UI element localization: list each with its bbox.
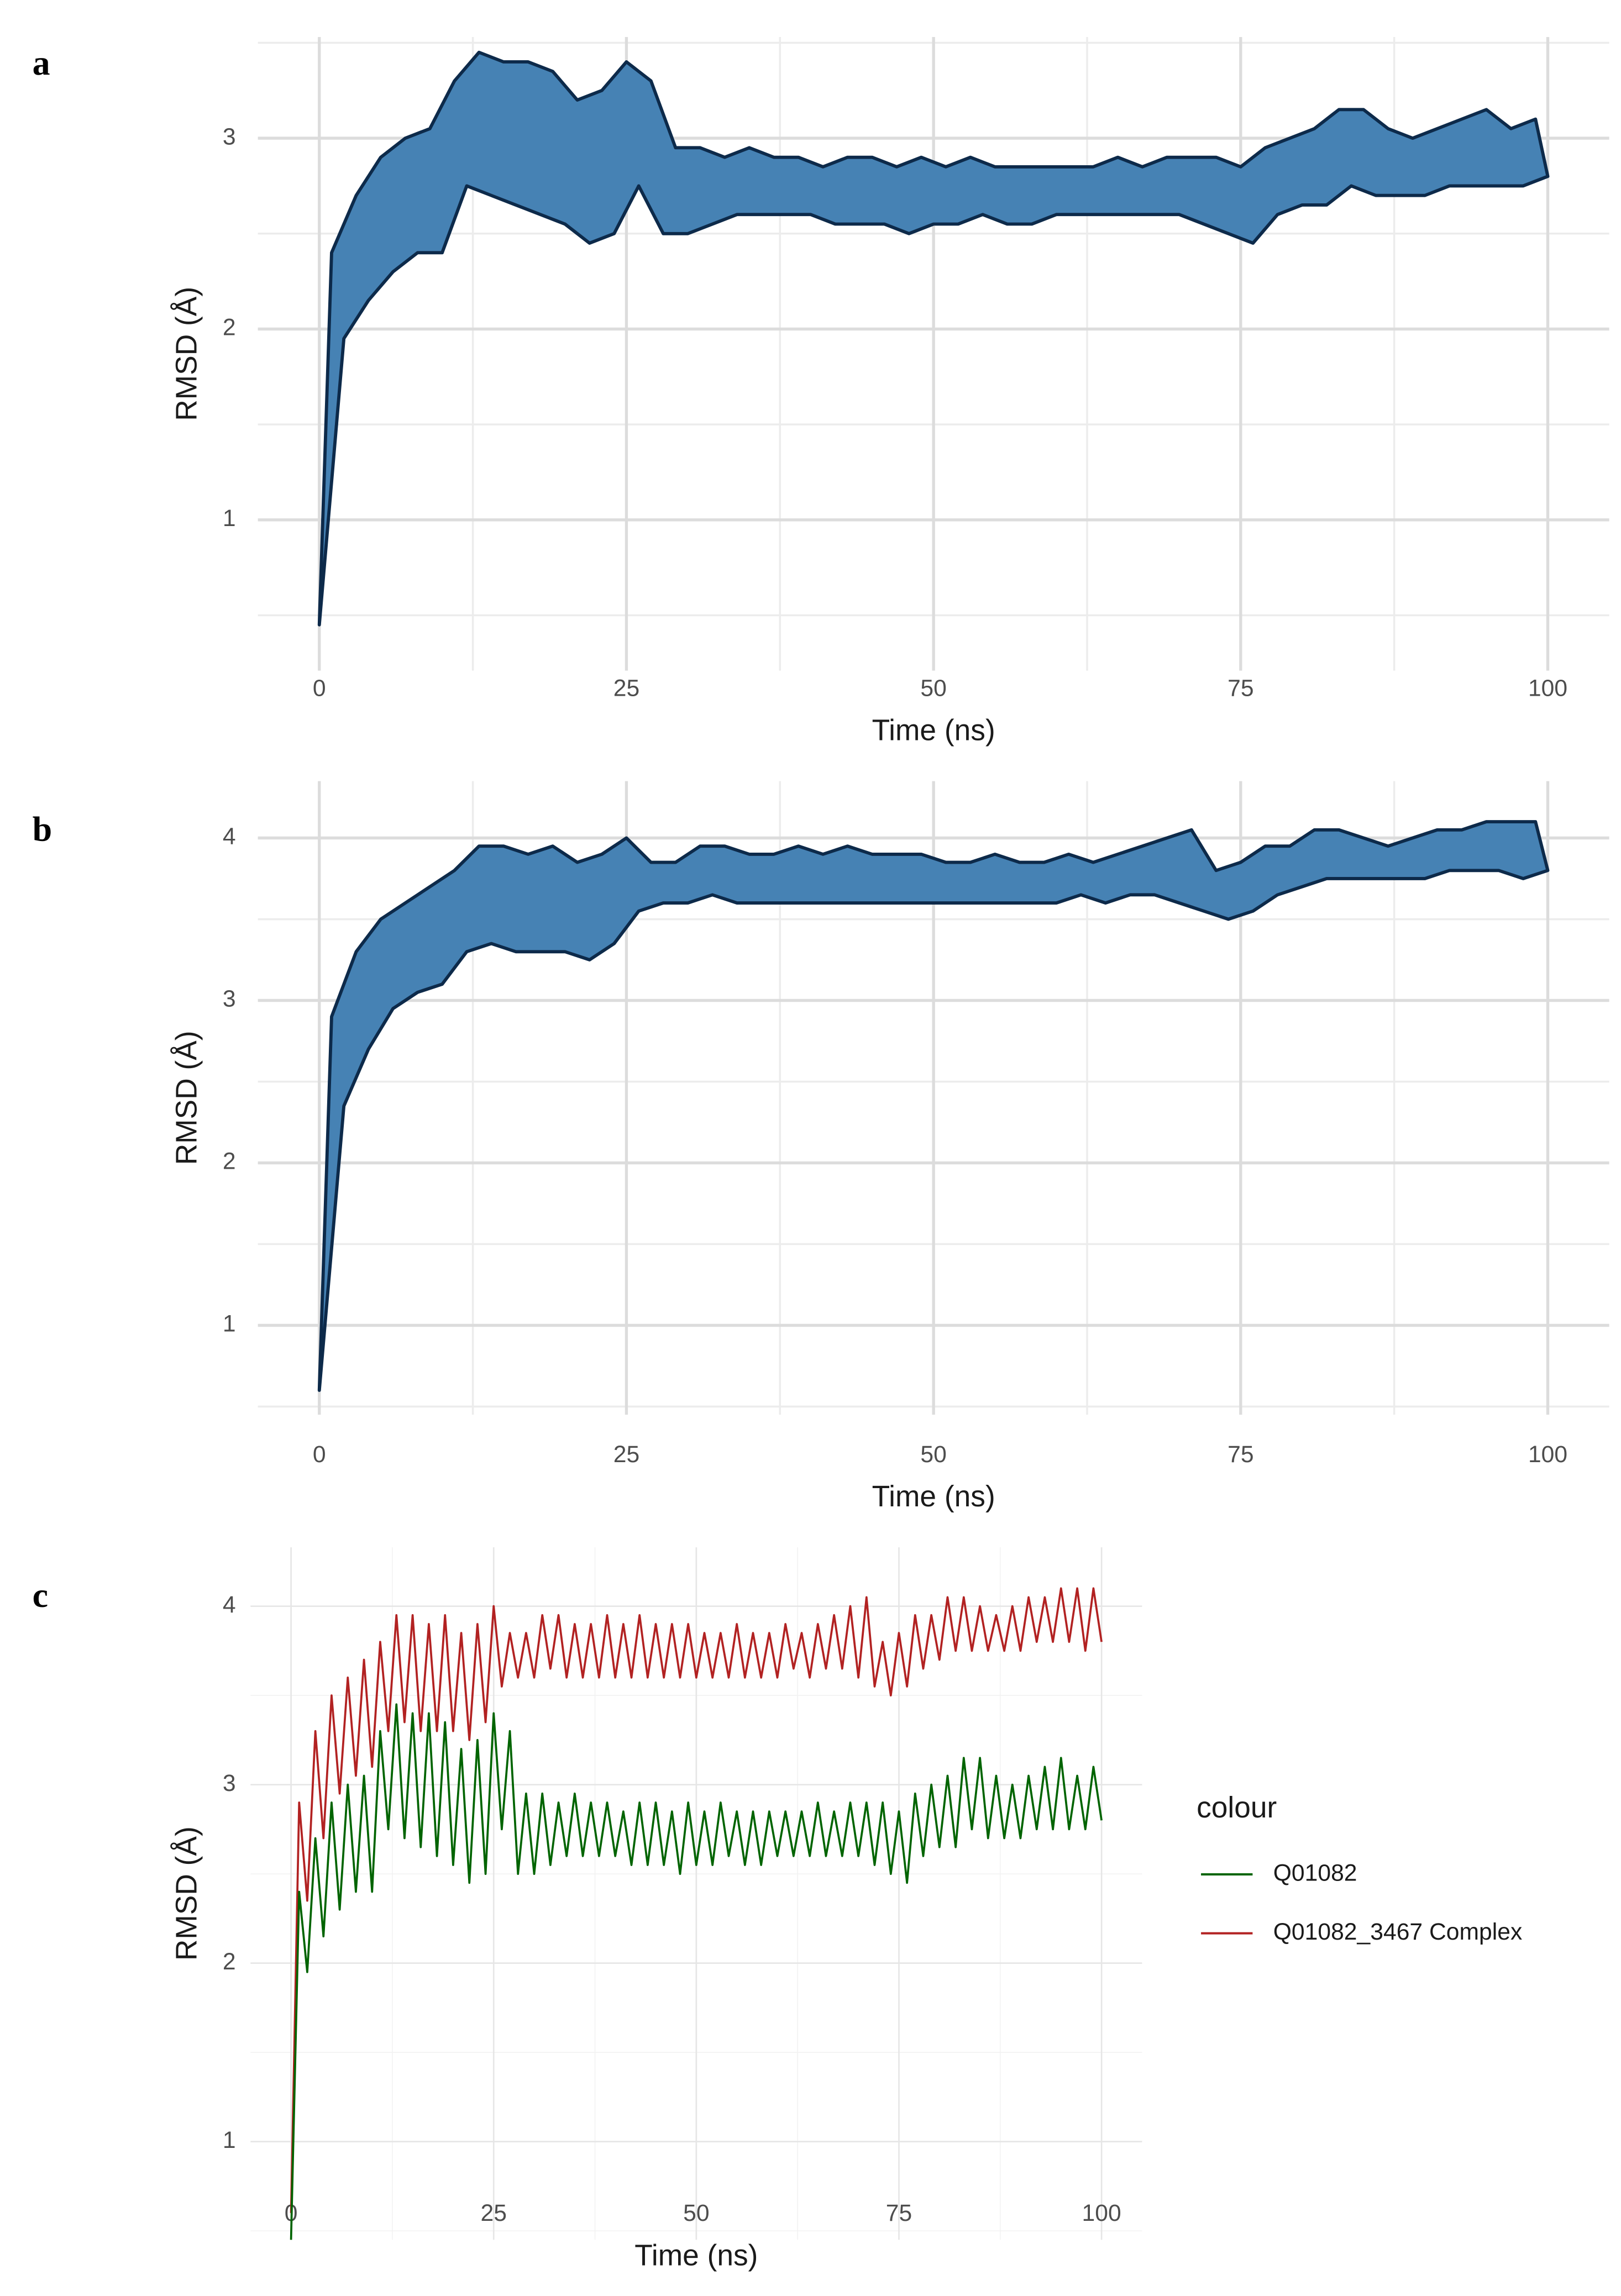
x-tick-label: 25 bbox=[613, 1441, 639, 1468]
x-tick-label: 100 bbox=[1528, 1441, 1567, 1468]
y-tick-label: 1 bbox=[223, 2127, 236, 2153]
legend-entry: Q01082_3467 Complex bbox=[1273, 1919, 1523, 1945]
y-axis-title: RMSD (Å) bbox=[170, 1031, 203, 1165]
x-tick-label: 25 bbox=[613, 675, 639, 702]
x-axis-title: Time (ns) bbox=[634, 2239, 758, 2272]
rmsd-line bbox=[290, 1703, 1103, 2240]
y-tick-label: 4 bbox=[223, 823, 236, 850]
y-tick-label: 1 bbox=[223, 505, 236, 532]
y-tick-label: 3 bbox=[223, 123, 236, 150]
x-tick-label: 100 bbox=[1528, 675, 1567, 702]
x-axis-title: Time (ns) bbox=[872, 714, 995, 747]
x-tick-label: 25 bbox=[481, 2200, 507, 2226]
y-tick-label: 3 bbox=[223, 1770, 236, 1796]
panel-label: a bbox=[33, 43, 50, 82]
x-tick-label: 50 bbox=[920, 1441, 946, 1468]
x-tick-label: 75 bbox=[1227, 675, 1253, 702]
panel-label: c bbox=[33, 1575, 48, 1615]
y-tick-label: 2 bbox=[223, 1148, 236, 1175]
legend-entry: Q01082 bbox=[1273, 1859, 1357, 1886]
panel-label: b bbox=[33, 810, 53, 849]
x-tick-label: 75 bbox=[886, 2200, 912, 2226]
x-axis-title: Time (ns) bbox=[872, 1480, 995, 1513]
x-tick-label: 0 bbox=[313, 675, 326, 702]
x-tick-label: 100 bbox=[1082, 2200, 1121, 2226]
x-tick-label: 50 bbox=[683, 2200, 709, 2226]
y-axis-title: RMSD (Å) bbox=[170, 1826, 203, 1961]
y-tick-label: 1 bbox=[223, 1311, 236, 1337]
rmsd-band bbox=[317, 50, 1550, 627]
y-tick-label: 4 bbox=[223, 1591, 236, 1618]
y-axis-title: RMSD (Å) bbox=[170, 287, 203, 421]
rmsd-band bbox=[317, 820, 1550, 1392]
legend-title: colour bbox=[1197, 1791, 1277, 1824]
rmsd-line bbox=[290, 1587, 1103, 2213]
x-tick-label: 0 bbox=[313, 1441, 326, 1468]
y-tick-label: 2 bbox=[223, 1948, 236, 1975]
y-tick-label: 3 bbox=[223, 986, 236, 1012]
x-tick-label: 75 bbox=[1227, 1441, 1253, 1468]
x-tick-label: 50 bbox=[920, 675, 946, 702]
y-tick-label: 2 bbox=[223, 314, 236, 341]
